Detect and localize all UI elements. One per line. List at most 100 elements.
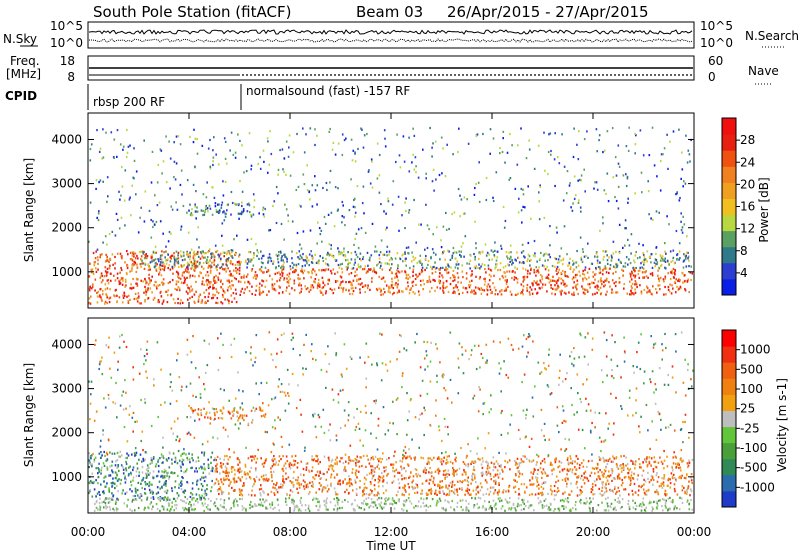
data-cell: [113, 138, 116, 141]
data-cell: [499, 278, 501, 281]
data-cell: [366, 287, 369, 290]
data-cell: [631, 292, 633, 295]
data-cell: [383, 287, 385, 290]
data-cell: [186, 456, 188, 459]
data-cell: [189, 297, 191, 300]
data-cell: [471, 289, 473, 292]
data-cell: [405, 197, 407, 200]
data-cell: [316, 470, 319, 473]
data-cell: [320, 269, 323, 272]
data-cell: [609, 267, 611, 270]
data-cell: [485, 271, 487, 274]
data-cell: [475, 486, 478, 489]
data-cell: [155, 285, 158, 288]
data-cell: [270, 257, 272, 260]
data-cell: [213, 256, 216, 259]
data-cell: [202, 267, 205, 270]
data-cell: [330, 269, 332, 273]
data-cell: [222, 194, 225, 197]
data-cell: [470, 291, 472, 294]
data-cell: [123, 199, 126, 202]
data-cell: [189, 461, 191, 464]
data-cell: [227, 267, 229, 270]
data-cell: [439, 487, 441, 490]
data-cell: [219, 488, 222, 491]
data-cell: [397, 279, 399, 282]
data-cell: [116, 497, 118, 500]
data-cell: [255, 289, 257, 292]
data-cell: [252, 264, 255, 267]
data-cell: [543, 253, 546, 256]
data-cell: [130, 283, 132, 286]
data-cell: [437, 470, 440, 473]
data-cell: [625, 173, 627, 176]
data-cell: [181, 301, 184, 304]
data-cell: [667, 479, 669, 482]
data-cell: [661, 482, 664, 486]
data-cell: [603, 458, 605, 461]
data-cell: [230, 213, 232, 216]
data-cell: [186, 251, 188, 254]
data-cell: [535, 270, 538, 273]
data-cell: [612, 265, 615, 268]
freq-label-line1: Freq.: [10, 54, 40, 68]
data-cell: [196, 260, 199, 263]
data-cell: [670, 271, 672, 274]
data-cell: [563, 272, 566, 275]
data-cell: [535, 476, 537, 479]
data-cell: [309, 288, 312, 292]
data-cell: [282, 467, 284, 470]
data-cell: [576, 143, 578, 146]
data-cell: [158, 201, 161, 204]
data-cell: [124, 261, 126, 264]
data-cell: [318, 259, 320, 262]
data-cell: [88, 491, 90, 495]
data-cell: [518, 492, 520, 496]
data-cell: [219, 465, 222, 468]
data-cell: [295, 263, 298, 266]
data-cell: [188, 258, 191, 261]
data-cell: [649, 290, 651, 293]
data-cell: [205, 204, 207, 208]
data-cell: [276, 254, 279, 257]
power-data-cells: [88, 126, 693, 305]
data-cell: [130, 287, 133, 290]
data-cell: [414, 458, 416, 461]
data-cell: [141, 486, 143, 490]
data-cell: [227, 258, 229, 261]
data-cell: [591, 467, 594, 470]
data-cell: [267, 479, 269, 482]
data-cell: [531, 460, 533, 463]
data-cell: [607, 474, 609, 477]
data-cell: [253, 483, 255, 486]
data-cell: [547, 172, 549, 176]
data-cell: [241, 494, 244, 497]
data-cell: [401, 290, 403, 293]
data-cell: [234, 253, 237, 256]
data-cell: [635, 283, 638, 286]
data-cell: [475, 182, 477, 186]
data-cell: [394, 273, 397, 276]
data-cell: [571, 293, 573, 296]
data-cell: [517, 144, 519, 147]
data-cell: [218, 211, 220, 214]
data-cell: [681, 489, 684, 492]
data-cell: [343, 467, 346, 470]
data-cell: [318, 474, 320, 477]
data-cell: [233, 297, 236, 300]
data-cell: [304, 259, 307, 262]
data-cell: [682, 215, 684, 218]
data-cell: [189, 274, 192, 277]
data-cell: [489, 288, 492, 291]
data-cell: [611, 471, 614, 475]
data-cell: [412, 475, 415, 478]
data-cell: [605, 192, 607, 195]
data-cell: [110, 498, 113, 501]
data-cell: [219, 486, 222, 489]
data-cell: [687, 465, 689, 469]
data-cell: [429, 290, 431, 293]
data-cell: [159, 148, 162, 151]
data-cell: [509, 260, 511, 263]
data-cell: [485, 472, 487, 475]
data-cell: [386, 250, 388, 253]
